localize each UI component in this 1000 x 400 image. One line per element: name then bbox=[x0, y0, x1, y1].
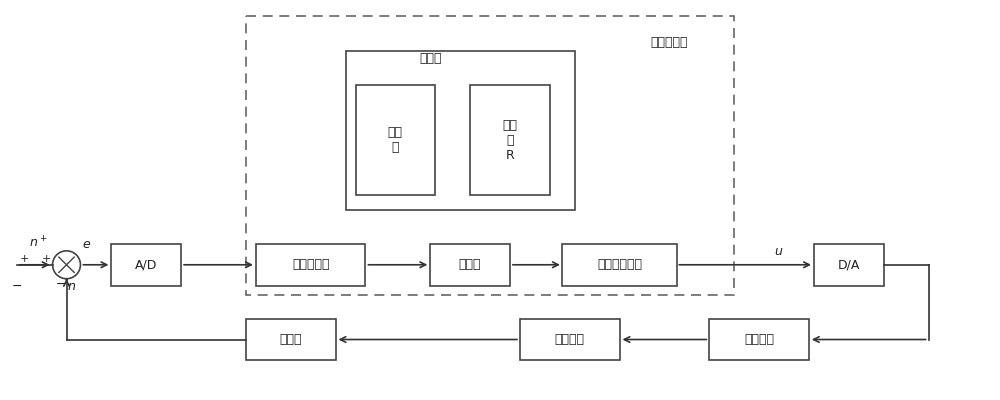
Bar bbox=[562, 244, 677, 286]
Text: 模糊化接口: 模糊化接口 bbox=[292, 258, 329, 271]
Text: +: + bbox=[42, 254, 51, 264]
Bar bbox=[111, 244, 181, 286]
Bar bbox=[814, 244, 884, 286]
Text: $u$: $u$ bbox=[774, 245, 784, 258]
Text: 推理机: 推理机 bbox=[459, 258, 481, 271]
Text: $n$: $n$ bbox=[67, 280, 76, 293]
Text: $n^+$: $n^+$ bbox=[29, 235, 48, 250]
Bar bbox=[709, 318, 809, 360]
Text: A/D: A/D bbox=[135, 258, 157, 271]
Text: −: − bbox=[11, 280, 22, 293]
Text: 模糊控制器: 模糊控制器 bbox=[651, 36, 688, 49]
Bar bbox=[246, 16, 734, 295]
Bar bbox=[520, 318, 620, 360]
Text: −: − bbox=[55, 278, 66, 291]
Text: +: + bbox=[20, 254, 29, 264]
Bar bbox=[470, 85, 550, 195]
Text: 规则
库
R: 规则 库 R bbox=[502, 119, 517, 162]
Text: D/A: D/A bbox=[838, 258, 860, 271]
Text: 传感器: 传感器 bbox=[279, 333, 302, 346]
Text: 数据
库: 数据 库 bbox=[388, 126, 403, 154]
Text: 被控对象: 被控对象 bbox=[555, 333, 585, 346]
Bar bbox=[256, 244, 365, 286]
Text: 模糊判决接口: 模糊判决接口 bbox=[597, 258, 642, 271]
Text: 知识库: 知识库 bbox=[419, 52, 441, 65]
Text: 执行机构: 执行机构 bbox=[744, 333, 774, 346]
Text: $e$: $e$ bbox=[82, 238, 91, 251]
Bar bbox=[356, 85, 435, 195]
Bar bbox=[430, 244, 510, 286]
Bar bbox=[246, 318, 336, 360]
Bar bbox=[346, 50, 575, 210]
